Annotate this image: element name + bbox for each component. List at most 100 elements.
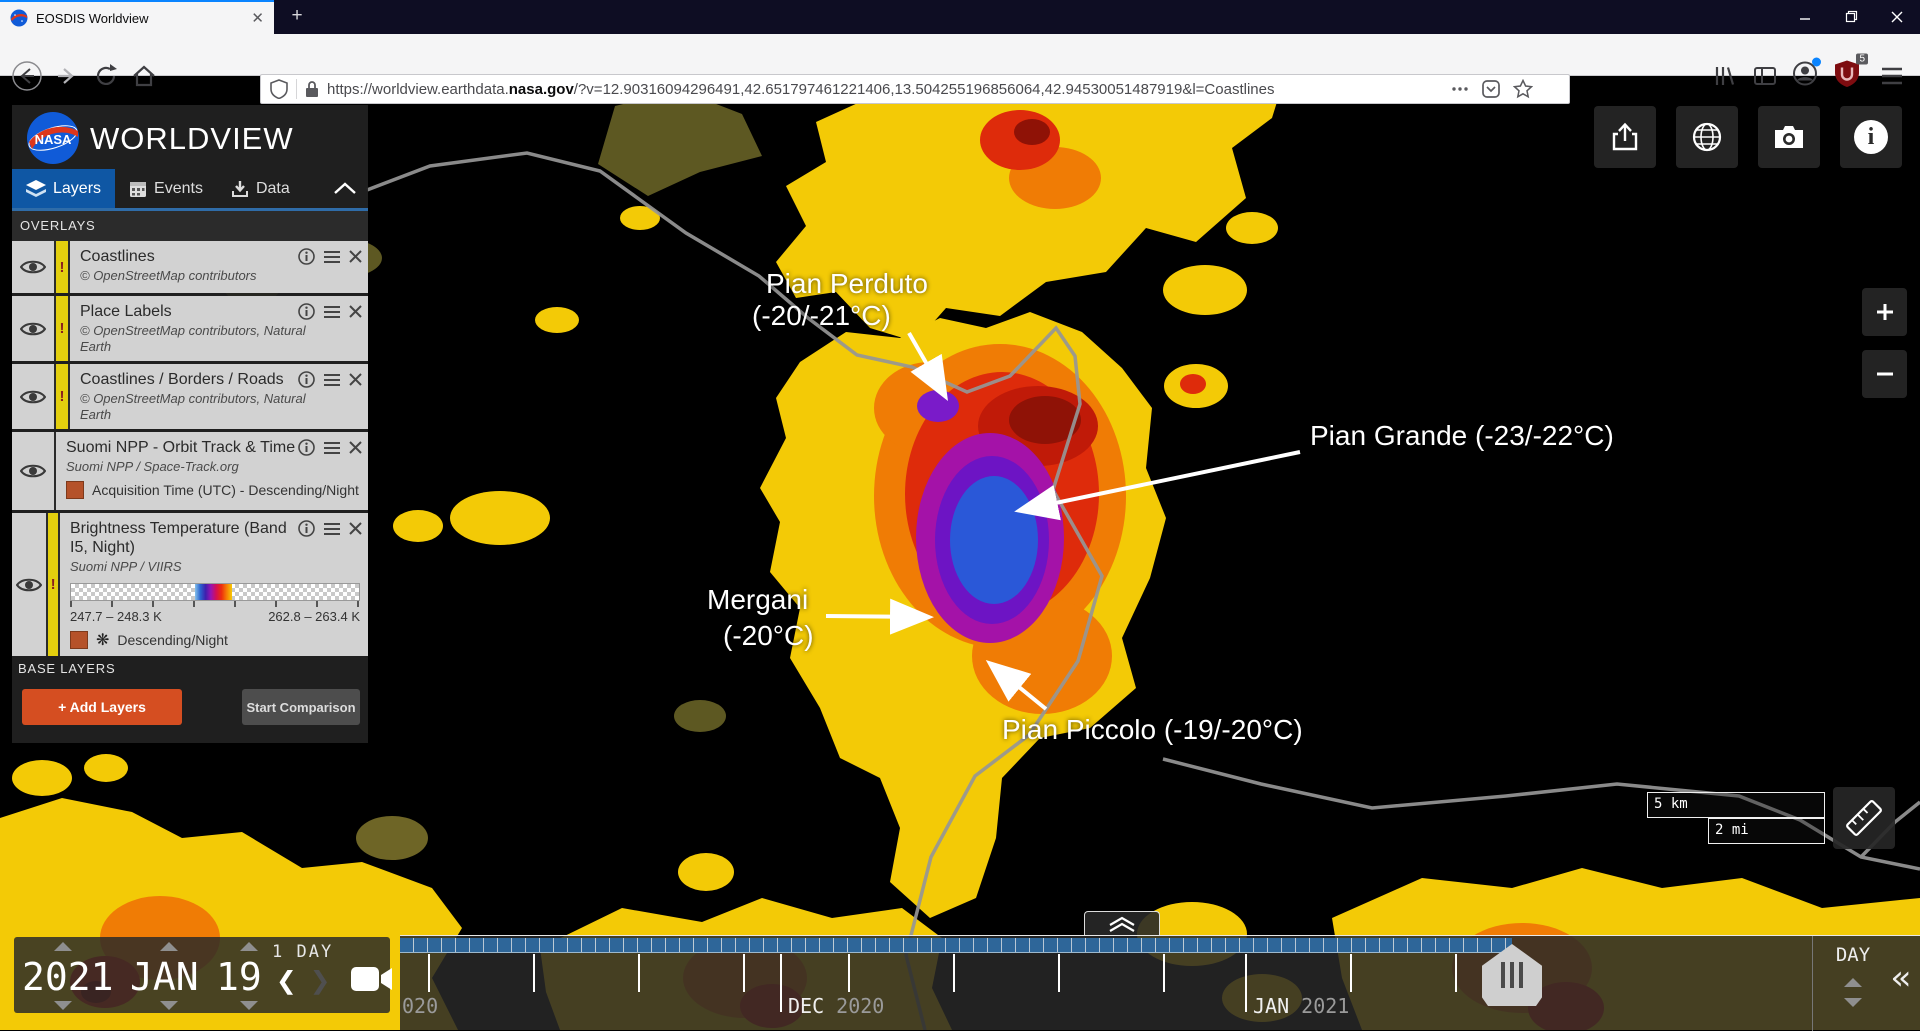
layer-remove-icon[interactable] [349, 441, 362, 454]
camera-icon [1775, 126, 1803, 148]
timeline-expand-tab[interactable] [1084, 911, 1160, 936]
visibility-eye-icon[interactable] [16, 576, 43, 594]
month-down-arrow[interactable] [160, 1001, 178, 1010]
bookmark-star-icon[interactable] [1513, 79, 1533, 99]
tab-events[interactable]: Events [115, 169, 217, 208]
library-icon[interactable] [1712, 63, 1738, 89]
layer-info-icon[interactable] [298, 439, 315, 456]
account-icon[interactable] [1792, 57, 1821, 92]
layers-icon [26, 179, 46, 197]
lock-icon [306, 81, 318, 97]
info-icon: i [1854, 120, 1888, 154]
start-comparison-button[interactable]: Start Comparison [242, 689, 360, 725]
layer-options-icon[interactable] [324, 373, 340, 387]
zoom-out-button[interactable] [1862, 350, 1907, 398]
layer-info-icon[interactable] [298, 248, 315, 265]
year-down-arrow[interactable] [54, 1001, 72, 1010]
layer-title: Place Labels [80, 303, 172, 320]
url-text[interactable]: https://worldview.earthdata.nasa.gov/?v=… [327, 80, 1275, 98]
layer-subtitle: © OpenStreetMap contributors, Natural Ea… [80, 391, 306, 422]
timeline-axis[interactable]: 020 DEC 2020 JAN 2021 DAY « [400, 935, 1920, 1031]
window-restore-button[interactable] [1828, 0, 1874, 33]
url-bar[interactable]: https://worldview.earthdata.nasa.gov/?v=… [260, 74, 1570, 104]
new-tab-button[interactable]: + [291, 5, 303, 26]
calendar-icon [130, 181, 147, 197]
forward-button[interactable] [52, 61, 82, 91]
previous-day-arrow[interactable]: ❮ [276, 961, 297, 1001]
visibility-eye-icon[interactable] [20, 258, 46, 276]
layer-remove-icon[interactable] [349, 373, 362, 386]
layer-subtitle: Suomi NPP / Space-Track.org [66, 459, 239, 474]
browser-tab[interactable]: EOSDIS Worldview ✕ [0, 0, 274, 34]
layer-warning-icon[interactable]: ! [56, 241, 70, 293]
page-actions-icon[interactable] [1451, 86, 1469, 92]
date-day[interactable]: 19 [216, 955, 262, 999]
window-minimize-button[interactable] [1782, 0, 1828, 33]
visibility-eye-icon[interactable] [20, 388, 46, 406]
tab-close-icon[interactable]: ✕ [251, 10, 264, 27]
layer-row-coastlines: ! Coastlines © OpenStreetMap contributor… [12, 241, 368, 293]
home-button[interactable] [130, 62, 158, 90]
timeline-label-jan: JAN 2021 [1253, 994, 1350, 1018]
layer-options-icon[interactable] [324, 441, 340, 455]
menu-hamburger-icon[interactable] [1880, 66, 1904, 86]
snapshot-button[interactable] [1758, 106, 1820, 168]
nasa-logo[interactable]: NASA [26, 111, 80, 165]
layer-remove-icon[interactable] [349, 250, 362, 263]
layer-subtitle: © OpenStreetMap contributors [80, 268, 257, 283]
back-button[interactable] [10, 59, 44, 93]
measure-button[interactable] [1833, 787, 1895, 849]
layer-row-coastlines-borders-roads: ! Coastlines / Borders / Roads © OpenStr… [12, 364, 368, 429]
annotation-mergani-temp: (-20°C) [723, 620, 814, 651]
layer-options-icon[interactable] [324, 522, 340, 536]
layer-warning-icon[interactable]: ! [56, 364, 70, 429]
date-month[interactable]: JAN [130, 955, 199, 999]
window-close-button[interactable] [1874, 0, 1920, 33]
layer-options-icon[interactable] [324, 305, 340, 319]
layer-title: Coastlines / Borders / Roads [80, 371, 284, 388]
date-year[interactable]: 2021 [22, 955, 114, 999]
timeline-collapse-icon[interactable]: « [1891, 958, 1912, 998]
sidebar-collapse-icon[interactable] [332, 179, 358, 197]
animation-camera-icon[interactable] [350, 963, 394, 995]
projection-globe-button[interactable] [1676, 106, 1738, 168]
layer-info-icon[interactable] [298, 520, 315, 537]
layer-remove-icon[interactable] [349, 305, 362, 318]
info-button[interactable]: i [1840, 106, 1902, 168]
day-down-arrow[interactable] [240, 1001, 258, 1010]
day-up-arrow[interactable] [240, 942, 258, 951]
layer-warning-icon[interactable]: ! [56, 296, 70, 361]
layer-remove-icon[interactable] [349, 522, 362, 535]
ublock-icon[interactable]: 5 [1834, 53, 1868, 93]
interval-label[interactable]: 1 DAY [272, 942, 334, 962]
base-layers-header: BASE LAYERS [18, 661, 116, 676]
tab-data[interactable]: Data [217, 169, 304, 208]
layer-info-icon[interactable] [298, 371, 315, 388]
colorbar[interactable] [70, 583, 360, 601]
next-day-arrow[interactable]: ❯ [310, 961, 331, 1001]
add-layers-button[interactable]: + Add Layers [22, 689, 182, 725]
layer-row-place-labels: ! Place Labels © OpenStreetMap contribut… [12, 296, 368, 361]
layer-options-icon[interactable] [324, 250, 340, 264]
layer-info-icon[interactable] [298, 303, 315, 320]
snowflake-icon: ❋ [96, 632, 110, 649]
tab-layers[interactable]: Layers [12, 169, 116, 208]
visibility-eye-icon[interactable] [20, 462, 46, 480]
timeline-zoom-down-arrow[interactable] [1844, 998, 1862, 1007]
year-up-arrow[interactable] [54, 942, 72, 951]
visibility-eye-icon[interactable] [20, 320, 46, 338]
month-up-arrow[interactable] [160, 942, 178, 951]
reload-button[interactable] [92, 62, 120, 90]
timeline-drag-handle[interactable] [1482, 944, 1542, 1006]
worldview-logo-text[interactable]: WORLDVIEW [90, 121, 294, 156]
zoom-in-button[interactable] [1862, 288, 1907, 336]
timeline-zoom-up-arrow[interactable] [1844, 978, 1862, 987]
share-button[interactable] [1594, 106, 1656, 168]
pocket-icon[interactable] [1481, 79, 1501, 99]
account-notification-dot [1812, 57, 1821, 67]
sidebars-icon[interactable] [1752, 63, 1778, 89]
layer-row-suomi-npp-orbit: Suomi NPP - Orbit Track & Time Suomi NPP… [12, 432, 368, 510]
tracking-shield-icon[interactable] [270, 79, 288, 99]
timeline-zoom-level[interactable]: DAY [1835, 944, 1871, 966]
layer-warning-icon[interactable]: ! [48, 513, 60, 656]
